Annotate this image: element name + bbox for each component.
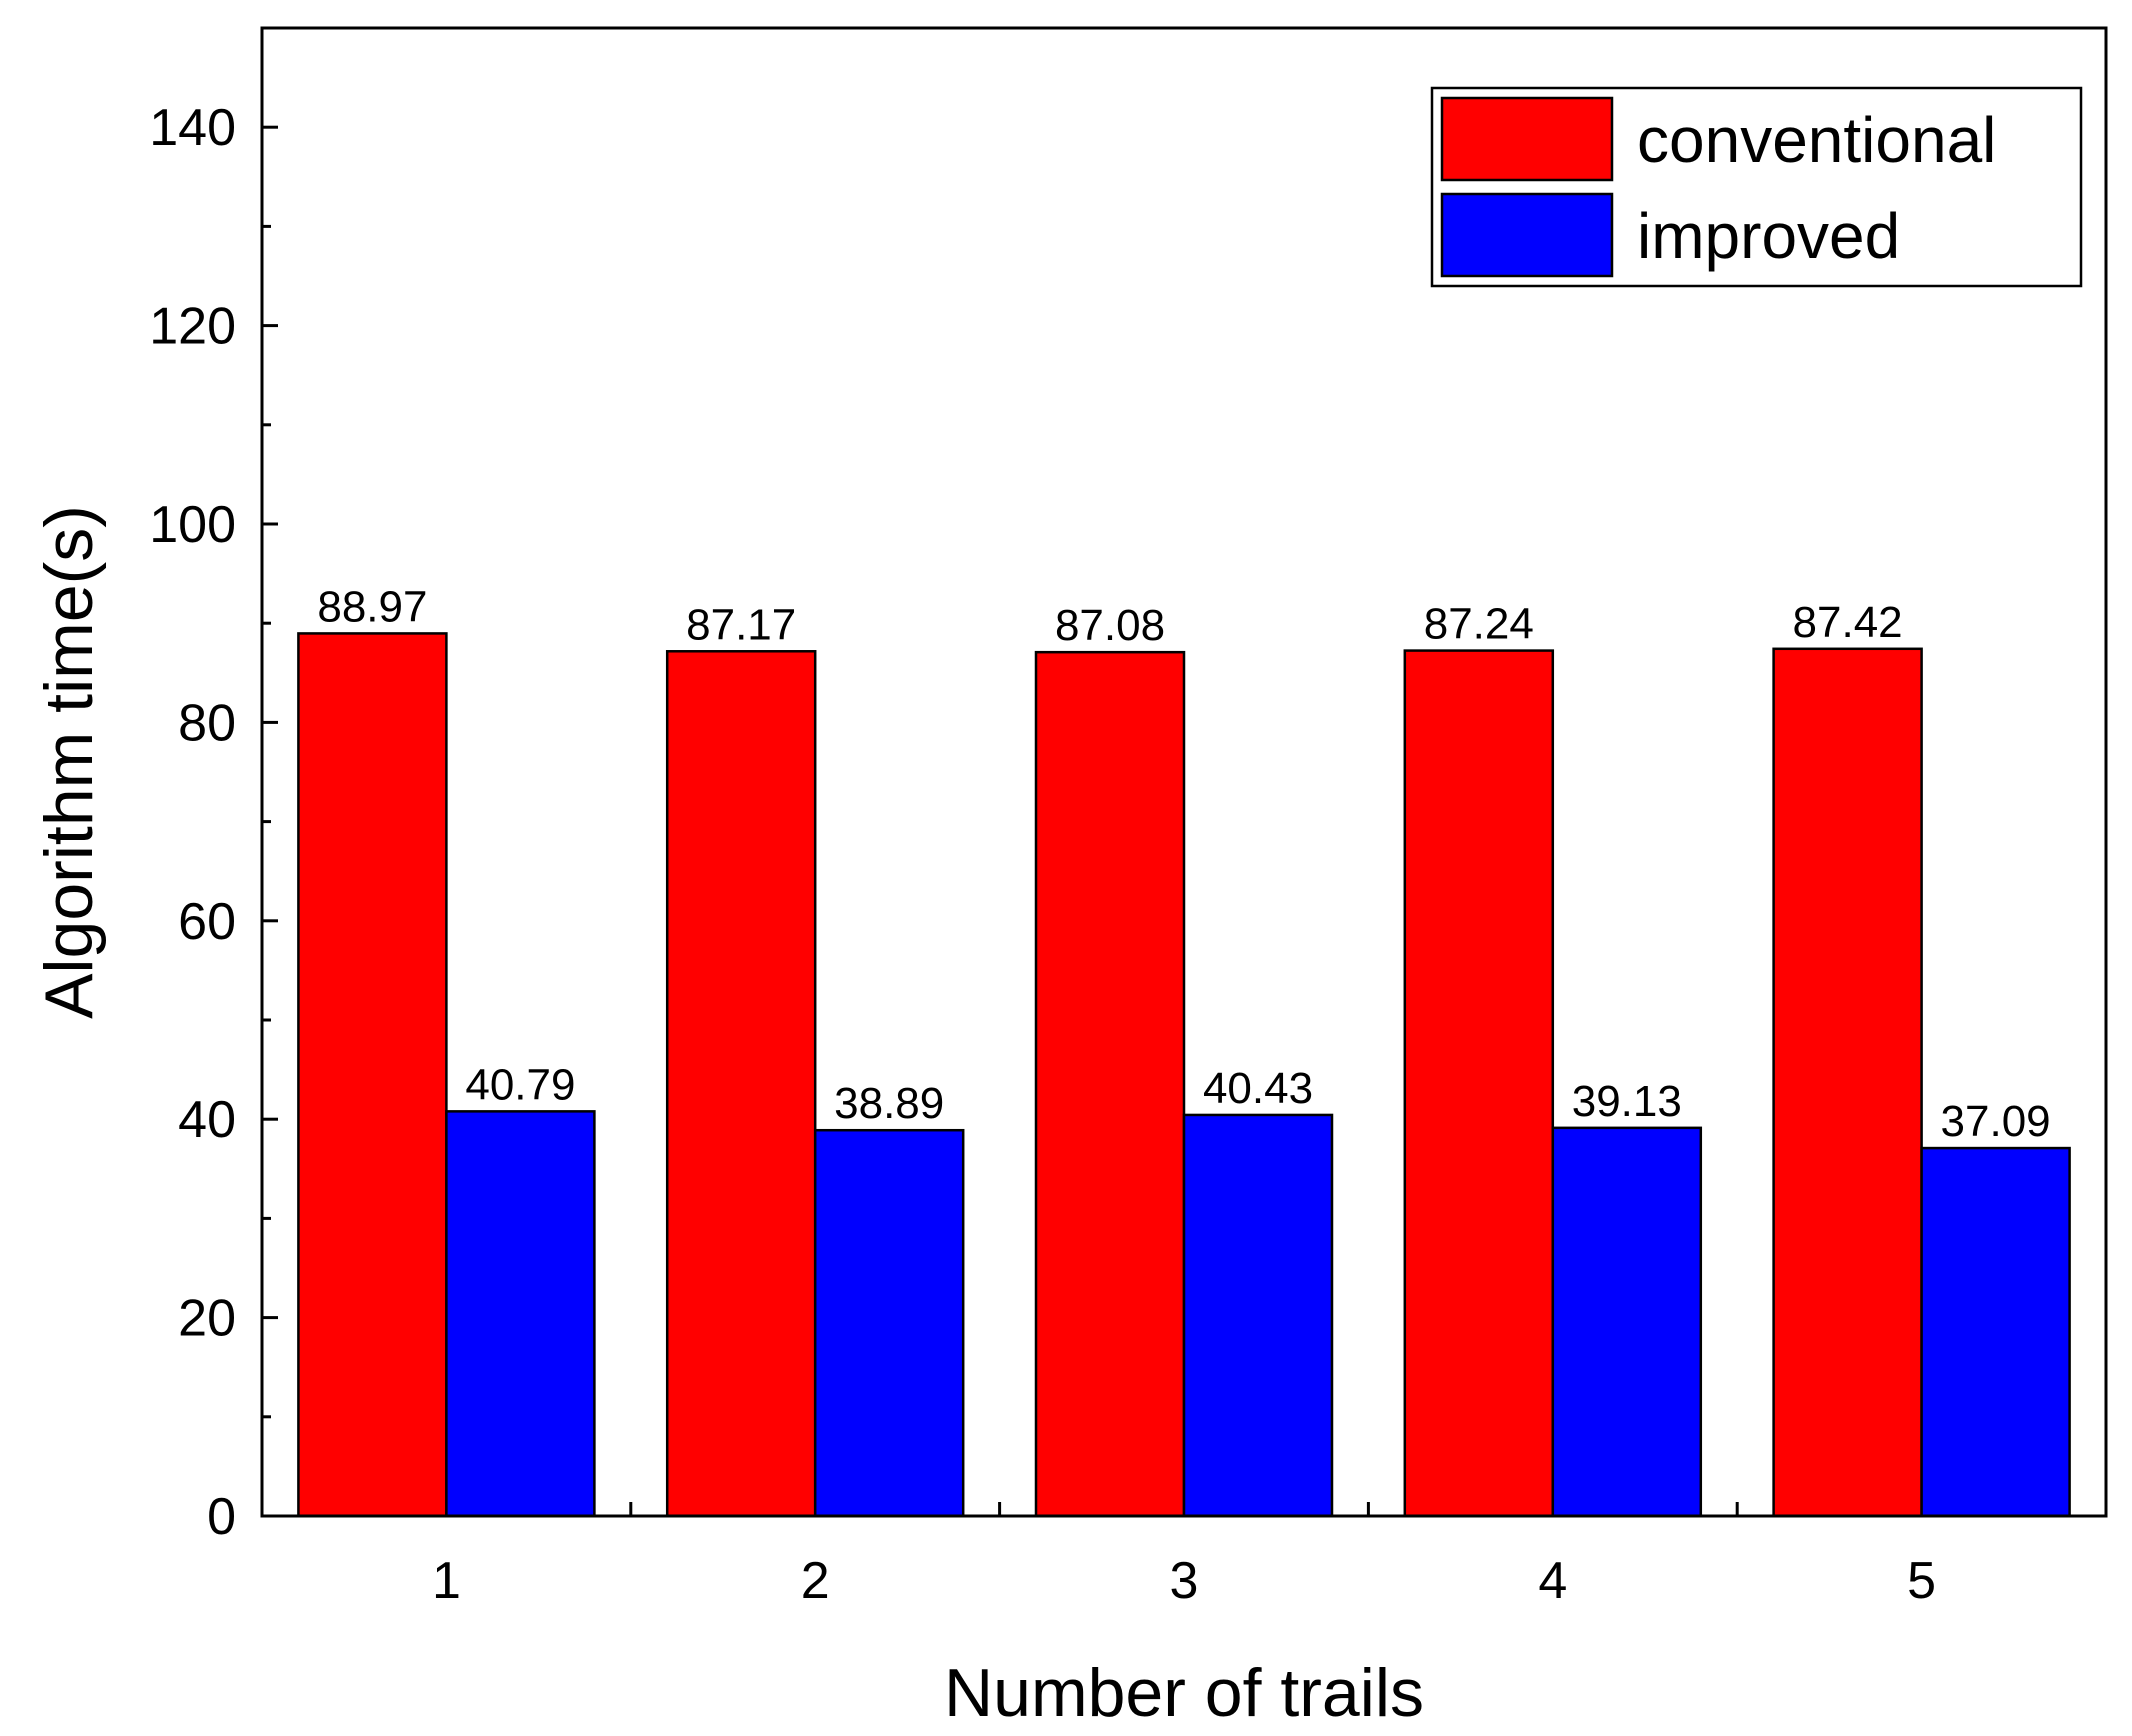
bar-conventional-5 (1772, 647, 1923, 1518)
legend-swatch-conventional (1440, 96, 1614, 182)
legend-swatch-improved (1440, 192, 1614, 278)
y-tick-label: 20 (178, 1290, 236, 1348)
bar-improved-1 (445, 1110, 596, 1518)
data-label-conventional-2: 87.17 (686, 600, 796, 649)
data-label-improved-3: 40.43 (1203, 1064, 1313, 1113)
y-tick-label: 120 (149, 298, 236, 356)
data-label-improved-2: 38.89 (834, 1079, 944, 1128)
data-label-improved-5: 37.09 (1941, 1097, 2051, 1146)
x-axis-title: Number of trails (944, 1655, 1424, 1731)
y-tick-label: 140 (149, 99, 236, 157)
bars-layer (297, 632, 2071, 1518)
y-tick-label: 80 (178, 694, 236, 752)
data-label-conventional-4: 87.24 (1424, 600, 1534, 649)
x-tick-label: 3 (1170, 1552, 1199, 1610)
legend-label-conventional: conventional (1637, 104, 1996, 176)
axes-layer: 0 20 40 60 80 100 120 140 1 2 3 4 5 (149, 26, 2108, 1610)
bar-conventional-3 (1034, 650, 1186, 1518)
data-label-conventional-1: 88.97 (317, 582, 427, 631)
x-tick-label: 2 (801, 1552, 830, 1610)
data-label-improved-4: 39.13 (1572, 1077, 1682, 1126)
data-labels-layer: 88.97 40.79 87.17 38.89 87.08 40.43 87.24 39.13… (317, 582, 2050, 1146)
y-axis-title: Algorithm time(s) (31, 505, 107, 1019)
data-label-conventional-5: 87.42 (1793, 598, 1903, 647)
bar-improved-4 (1551, 1126, 1703, 1518)
bar-conventional-2 (665, 650, 817, 1518)
data-label-conventional-3: 87.08 (1055, 601, 1165, 650)
legend-label-improved: improved (1637, 200, 1900, 272)
bar-improved-2 (813, 1128, 965, 1518)
y-tick-label: 0 (207, 1488, 236, 1546)
legend: conventional improved (1430, 86, 2083, 288)
bar-improved-3 (1182, 1113, 1334, 1518)
y-tick-label: 40 (178, 1091, 236, 1149)
y-tick-label: 100 (149, 496, 236, 554)
x-tick-label: 1 (432, 1552, 461, 1610)
y-tick-label: 60 (178, 893, 236, 951)
x-tick-label: 5 (1907, 1552, 1936, 1610)
plot-frame (260, 26, 2108, 1518)
x-tick-label: 4 (1538, 1552, 1567, 1610)
data-label-improved-1: 40.79 (465, 1060, 575, 1109)
bar-improved-5 (1920, 1146, 2071, 1518)
bar-conventional-4 (1403, 649, 1555, 1518)
bar-conventional-1 (297, 632, 448, 1518)
